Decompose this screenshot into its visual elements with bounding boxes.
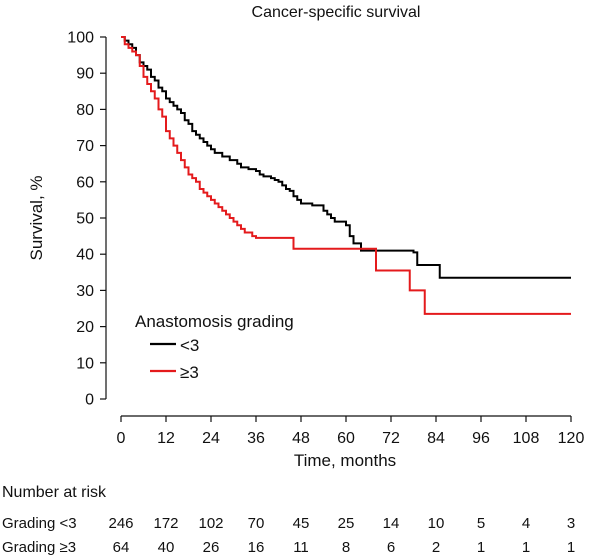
y-tick-label: 90 — [76, 66, 94, 83]
y-tick-label: 30 — [76, 283, 94, 300]
x-tick-label: 108 — [513, 430, 540, 447]
series-line-ge3 — [121, 36, 571, 315]
x-tick-label: 72 — [382, 430, 400, 447]
risk-table: Number at risk Grading <3 246 172 102 70 45 25… — [2, 484, 575, 556]
risk-value: 172 — [153, 515, 178, 532]
risk-table-title: Number at risk — [2, 484, 107, 501]
legend-entry-lt3: <3 — [180, 336, 199, 355]
risk-value: 64 — [113, 539, 130, 556]
y-tick-label: 80 — [76, 102, 94, 119]
risk-value: 70 — [248, 515, 265, 532]
x-tick-label: 96 — [472, 430, 490, 447]
risk-value: 16 — [248, 539, 265, 556]
risk-value: 11 — [293, 539, 309, 556]
series-layer — [121, 36, 571, 315]
y-tick-label: 60 — [76, 174, 94, 191]
y-tick-label: 70 — [76, 138, 94, 155]
risk-value: 2 — [432, 539, 440, 556]
risk-value: 10 — [428, 515, 445, 532]
y-axis-label: Survival, % — [27, 175, 46, 260]
y-tick-label: 0 — [85, 392, 94, 409]
risk-value: 26 — [203, 539, 220, 556]
risk-row-label: Grading ≥3 — [2, 539, 76, 556]
risk-value: 246 — [108, 515, 133, 532]
y-tick-label: 10 — [76, 355, 94, 372]
chart-title: Cancer-specific survival — [252, 4, 421, 21]
x-tick-label: 48 — [292, 430, 310, 447]
risk-value: 5 — [477, 515, 485, 532]
risk-value: 40 — [158, 539, 175, 556]
legend-title: Anastomosis grading — [135, 312, 294, 331]
risk-value: 4 — [522, 515, 530, 532]
risk-value: 1 — [477, 539, 485, 556]
risk-value: 8 — [342, 539, 350, 556]
x-tick-label: 0 — [117, 430, 126, 447]
risk-row-label: Grading <3 — [2, 515, 77, 532]
legend: Anastomosis grading <3 ≥3 — [135, 312, 294, 382]
risk-rows: Grading <3 246 172 102 70 45 25 14 10 5 4 3 Grading … — [2, 515, 575, 556]
risk-value: 1 — [522, 539, 530, 556]
x-tick-label: 36 — [247, 430, 265, 447]
x-tick-label: 60 — [337, 430, 355, 447]
x-tick-label: 24 — [202, 430, 220, 447]
risk-value: 6 — [387, 539, 395, 556]
legend-entry-ge3: ≥3 — [180, 363, 199, 382]
x-tick-label: 84 — [427, 430, 445, 447]
x-tick-label: 120 — [558, 430, 585, 447]
x-tick-label: 12 — [157, 430, 175, 447]
series-line-lt3 — [121, 36, 571, 279]
y-axis: 0 10 20 30 40 50 60 70 80 90 100 — [67, 30, 107, 409]
y-tick-label: 100 — [67, 30, 94, 47]
x-axis-label: Time, months — [294, 451, 396, 470]
y-tick-label: 50 — [76, 211, 94, 228]
y-tick-label: 40 — [76, 247, 94, 264]
risk-value: 25 — [338, 515, 355, 532]
risk-value: 45 — [293, 515, 310, 532]
risk-value: 102 — [198, 515, 223, 532]
risk-value: 14 — [383, 515, 400, 532]
risk-value: 3 — [567, 515, 575, 532]
y-tick-label: 20 — [76, 319, 94, 336]
risk-value: 1 — [567, 539, 575, 556]
x-axis: 0 12 24 36 48 60 72 84 96 108 120 — [117, 415, 585, 447]
